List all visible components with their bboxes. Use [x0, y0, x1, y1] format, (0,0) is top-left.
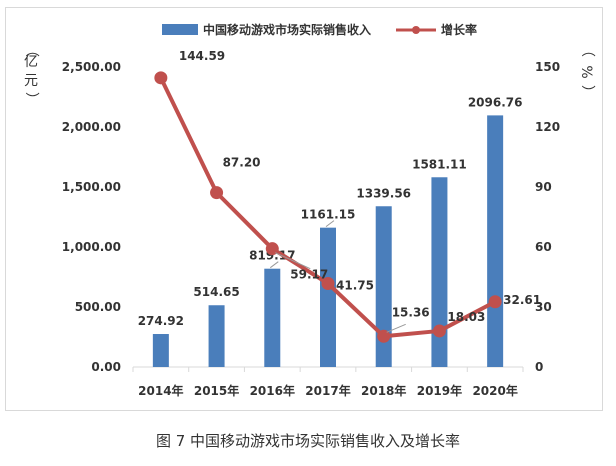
revenue-bar-label: 819.17 [249, 249, 295, 263]
growth-labels: 144.59 87.20 59.17 41.75 15.36 18.03 32.61 [179, 49, 541, 333]
growth-label-leader [275, 252, 311, 270]
left-axis-title-close-paren: ） [23, 92, 39, 106]
revenue-bar [375, 206, 392, 367]
revenue-bar [152, 334, 169, 367]
legend: 中国移动游戏市场实际销售收入 增长率 [162, 22, 477, 37]
growth-point [377, 329, 391, 343]
revenue-bar-label: 1581.11 [412, 157, 467, 171]
revenue-bar [264, 268, 281, 367]
x-tick-label: 2015年 [194, 383, 239, 398]
x-tick-label: 2019年 [417, 383, 462, 398]
growth-rate-label: 144.59 [179, 49, 225, 63]
revenue-bar [487, 115, 504, 368]
x-tick-label: 2018年 [361, 383, 406, 398]
x-tick-label: 2017年 [305, 383, 350, 398]
right-axis-title-close-paren: ） [579, 85, 595, 99]
growth-rate-label: 87.20 [223, 156, 261, 170]
legend-line-label: 增长率 [441, 22, 477, 37]
left-axis-title: （亿元 ） [23, 43, 39, 106]
right-axis-title-label: % [578, 65, 594, 78]
right-tick-label: 60 [535, 240, 552, 254]
left-tick-label: 1,500.00 [62, 180, 121, 194]
growth-line-layer [154, 71, 502, 343]
right-axis-ticks: 0 30 60 90 120 150 [535, 60, 560, 374]
right-tick-label: 0 [535, 360, 543, 374]
left-tick-label: 2,500.00 [62, 60, 121, 74]
growth-point [321, 277, 335, 290]
left-axis-title-char: 亿 [24, 54, 38, 70]
left-axis-ticks: 0.00 500.00 1,000.00 1,500.00 2,000.00 2,500.… [62, 60, 121, 374]
growth-point [210, 186, 224, 200]
revenue-bar [208, 305, 225, 367]
growth-point [154, 71, 168, 85]
revenue-bar-label: 1161.15 [301, 208, 356, 222]
legend-bar-swatch [162, 24, 198, 35]
bars [152, 115, 504, 368]
growth-point [265, 242, 279, 256]
legend-line-marker [412, 26, 420, 34]
left-tick-label: 1,000.00 [62, 240, 121, 254]
right-axis-title: （% ） [578, 43, 595, 99]
left-tick-label: 500.00 [75, 300, 121, 314]
x-tick-label: 2016年 [250, 383, 295, 398]
revenue-bar [431, 177, 448, 367]
left-tick-label: 0.00 [91, 360, 121, 374]
right-tick-label: 150 [535, 60, 560, 74]
growth-point [432, 324, 446, 338]
growth-label-leader [386, 323, 406, 333]
chart-frame [5, 7, 603, 411]
left-axis-title-open-paren: （ [23, 43, 39, 57]
revenue-bar-label: 274.92 [138, 314, 184, 328]
figure-caption: 图 7 中国移动游戏市场实际销售收入及增长率 [155, 432, 461, 450]
right-tick-label: 120 [535, 120, 560, 134]
revenue-label-leader [269, 261, 279, 269]
right-axis-title-open-paren: （ [579, 43, 595, 57]
revenue-bar-label: 514.65 [193, 285, 239, 299]
growth-rate-label: 32.61 [503, 293, 541, 307]
growth-rate-label: 18.03 [447, 310, 485, 324]
growth-rate-label: 15.36 [392, 305, 430, 319]
revenue-bar-label: 1339.56 [356, 186, 411, 200]
growth-point [488, 295, 502, 309]
revenue-bar [320, 227, 336, 367]
revenue-bar-label: 2096.76 [468, 95, 523, 109]
growth-rate-label: 41.75 [336, 279, 374, 293]
legend-bar-label: 中国移动游戏市场实际销售收入 [203, 22, 371, 37]
x-tick-label: 2014年 [138, 383, 183, 398]
left-axis-title-char: 元 [24, 73, 38, 89]
left-tick-label: 2,000.00 [62, 120, 121, 134]
growth-rate-label: 59.17 [290, 268, 328, 282]
right-tick-label: 90 [535, 180, 552, 194]
right-tick-label: 30 [535, 300, 552, 314]
revenue-label-leader [325, 220, 335, 228]
x-axis-ticks: 2014年 2015年 2016年 2017年 2018年 2019年 2020年 [132, 367, 524, 398]
x-tick-label: 2020年 [472, 383, 517, 398]
